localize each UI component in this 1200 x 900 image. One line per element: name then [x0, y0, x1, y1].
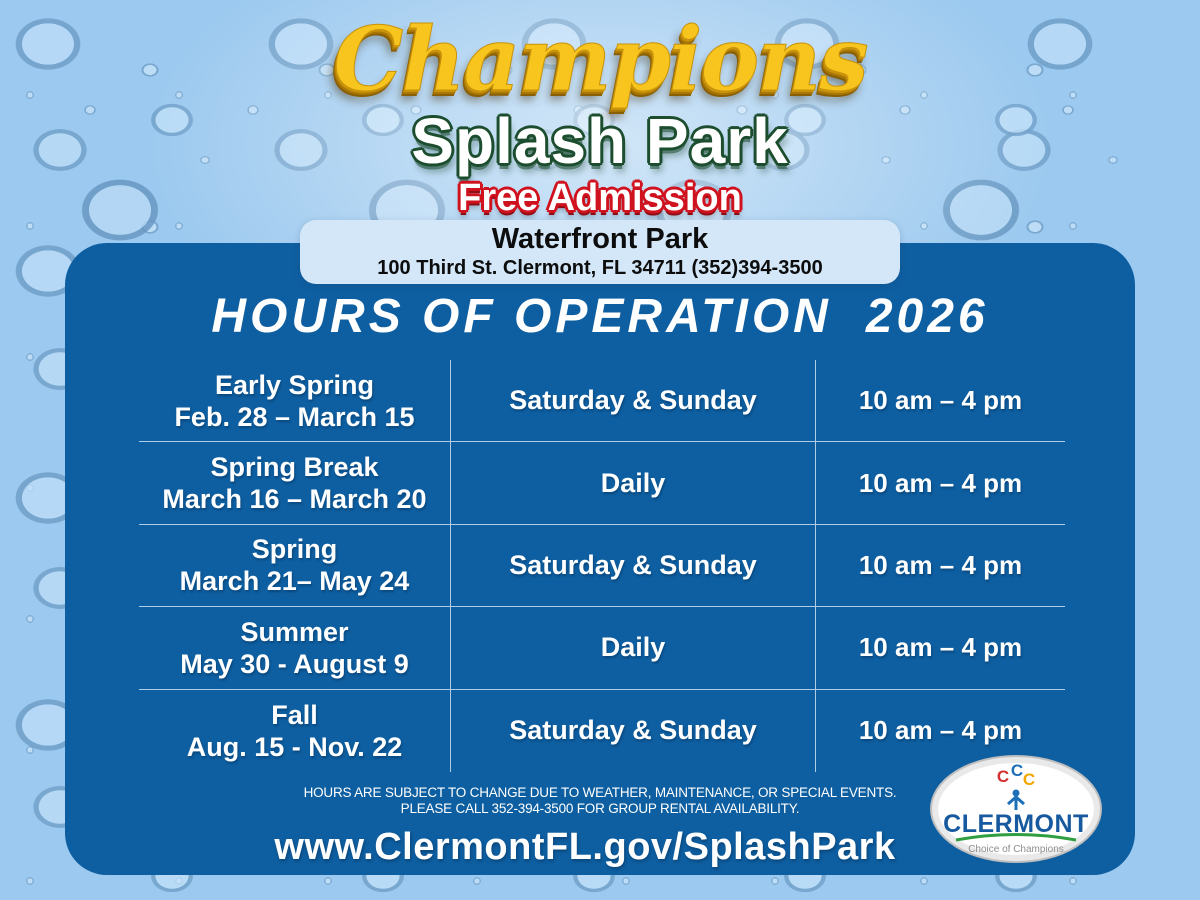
table-row-time: 10 am – 4 pm: [816, 607, 1065, 690]
season-name: Summer: [240, 616, 349, 647]
season-dates: Aug. 15 - Nov. 22: [186, 731, 403, 762]
days-open: Daily: [600, 467, 666, 498]
table-row-season: Early Spring Feb. 28 – March 15: [139, 360, 451, 443]
table-row-days: Saturday & Sunday: [451, 360, 816, 443]
schedule-table: Early Spring Feb. 28 – March 15 Saturday…: [139, 360, 1065, 772]
hours-heading-text: HOURS OF OPERATION: [211, 290, 832, 343]
disclaimer-line2: PLEASE CALL 352-394-3500 FOR GROUP RENTA…: [400, 801, 800, 816]
table-row-season: Summer May 30 - August 9: [139, 607, 451, 690]
open-hours: 10 am – 4 pm: [858, 715, 1023, 746]
open-hours: 10 am – 4 pm: [858, 467, 1023, 498]
hours-panel: HOURS OF OPERATION 2026 Early Spring Feb.…: [65, 243, 1135, 875]
hours-disclaimer: HOURS ARE SUBJECT TO CHANGE DUE TO WEATH…: [65, 785, 1135, 817]
open-hours: 10 am – 4 pm: [858, 549, 1023, 580]
hours-year: 2026: [865, 290, 989, 343]
table-row-days: Daily: [451, 442, 816, 525]
figure-body-icon: [1007, 795, 1025, 810]
season-dates: March 16 – March 20: [162, 484, 427, 515]
table-row-days: Saturday & Sunday: [451, 689, 816, 772]
disclaimer-line1: HOURS ARE SUBJECT TO CHANGE DUE TO WEATH…: [303, 785, 897, 800]
table-row-days: Saturday & Sunday: [451, 524, 816, 608]
days-open: Saturday & Sunday: [509, 385, 757, 416]
ring-c-gold-icon: C: [1023, 770, 1035, 789]
logo-tagline: Choice of Champions: [968, 844, 1064, 855]
ring-c-red-icon: C: [997, 767, 1009, 786]
table-row-season: Fall Aug. 15 - Nov. 22: [139, 689, 451, 772]
season-dates: Feb. 28 – March 15: [174, 401, 415, 432]
open-hours: 10 am – 4 pm: [858, 632, 1023, 663]
table-row-season: Spring Break March 16 – March 20: [139, 442, 451, 525]
hours-heading: HOURS OF OPERATION 2026: [65, 289, 1135, 344]
location-banner: Waterfront Park 100 Third St. Clermont, …: [300, 220, 900, 284]
days-open: Saturday & Sunday: [509, 549, 757, 580]
clermont-logo-graphic: C C C CLERMONT Choice of Champions: [930, 755, 1102, 863]
days-open: Saturday & Sunday: [509, 715, 757, 746]
season-name: Early Spring: [214, 369, 375, 400]
clermont-logo: C C C CLERMONT Choice of Champions: [930, 754, 1102, 864]
website-url[interactable]: www.ClermontFL.gov/SplashPark: [274, 826, 896, 868]
location-address: 100 Third St. Clermont, FL 34711 (352)39…: [377, 257, 823, 279]
season-dates: May 30 - August 9: [180, 648, 409, 679]
table-row-time: 10 am – 4 pm: [816, 690, 1065, 772]
days-open: Daily: [600, 632, 666, 663]
table-row-time: 10 am – 4 pm: [816, 442, 1065, 525]
table-row-time: 10 am – 4 pm: [816, 360, 1065, 443]
season-name: Fall: [271, 699, 318, 730]
table-row-season: Spring March 21– May 24: [139, 524, 451, 608]
season-dates: March 21– May 24: [179, 566, 410, 597]
park-subtitle: Splash Park: [411, 105, 789, 177]
park-title: Champions: [333, 7, 869, 112]
open-hours: 10 am – 4 pm: [858, 385, 1023, 416]
season-name: Spring Break: [210, 452, 379, 483]
table-row-days: Daily: [451, 607, 816, 690]
location-name: Waterfront Park: [491, 223, 709, 255]
free-admission-badge: Free Admission: [458, 177, 742, 219]
ring-c-blue-icon: C: [1011, 761, 1023, 780]
figure-head-icon: [1012, 789, 1020, 797]
green-swoosh-icon: [955, 833, 1077, 842]
table-row-time: 10 am – 4 pm: [816, 525, 1065, 608]
season-name: Spring: [251, 534, 338, 565]
